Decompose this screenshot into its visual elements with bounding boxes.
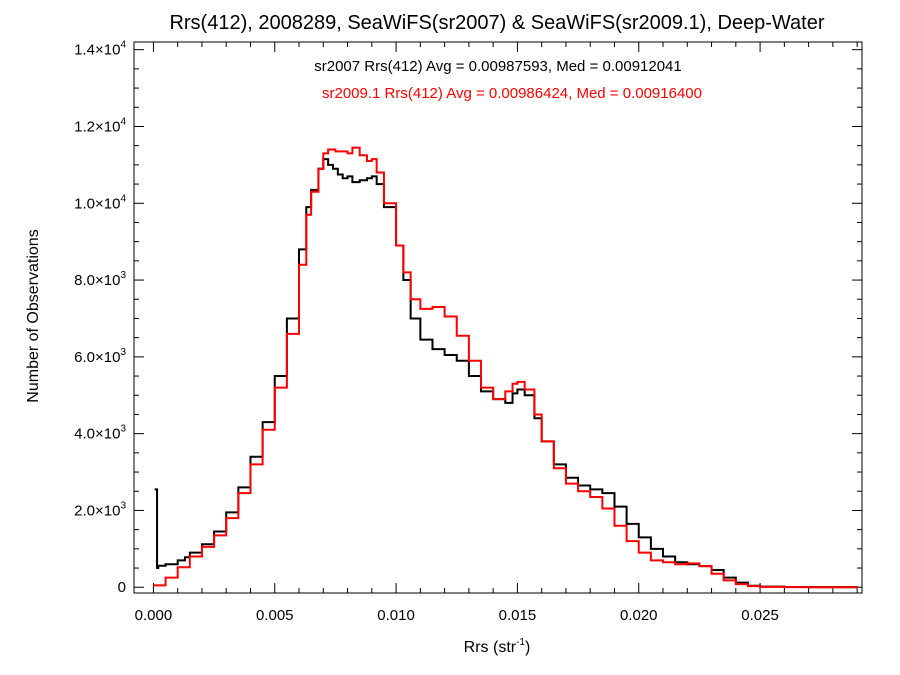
x-axis-label-base: Rrs (str: [464, 639, 517, 656]
y-axis-ticks: 0 2.0×103 4.0×103 6.0×103 8.0×103 1.0×104 1.2×…: [74, 40, 862, 596]
x-tick-label: 0.020: [620, 607, 658, 624]
x-axis-label-close: ): [525, 639, 530, 656]
y-tick-label: 0: [118, 579, 126, 596]
x-tick-label: 0.010: [377, 607, 415, 624]
y-tick-label: 4.0×103: [74, 424, 126, 443]
x-tick-label: 0.000: [135, 607, 173, 624]
plot-frame: [133, 41, 863, 594]
x-tick-label: 0.005: [256, 607, 294, 624]
y-tick-label: 1.0×104: [74, 193, 126, 212]
y-tick-label: 2.0×103: [74, 500, 126, 519]
annotation-sr2009: sr2009.1 Rrs(412) Avg = 0.00986424, Med …: [322, 85, 702, 102]
y-tick-label: 8.0×103: [74, 270, 126, 289]
y-tick-label: 6.0×103: [74, 347, 126, 366]
series-sr2007-line: [154, 158, 859, 589]
x-tick-label: 0.015: [499, 607, 537, 624]
chart-title: Rrs(412), 2008289, SeaWiFS(sr2007) & Sea…: [169, 12, 824, 34]
x-axis-label-sup: -1: [516, 637, 525, 648]
y-axis-label: Number of Observations: [25, 229, 42, 402]
y-tick-label: 1.4×104: [74, 40, 126, 59]
x-axis-ticks: 0.000 0.005 0.010 0.015 0.020 0.025: [135, 42, 858, 624]
series-sr2009-line: [153, 146, 859, 589]
series-layer: [153, 146, 859, 589]
plot-area: 0 2.0×103 4.0×103 6.0×103 8.0×103 1.0×104 1.2×…: [74, 40, 863, 624]
y-tick-label: 1.2×104: [74, 116, 126, 135]
x-axis-label: Rrs (str-1): [464, 637, 531, 656]
x-tick-label: 0.025: [741, 607, 779, 624]
annotation-sr2007: sr2007 Rrs(412) Avg = 0.00987593, Med = …: [314, 58, 682, 75]
